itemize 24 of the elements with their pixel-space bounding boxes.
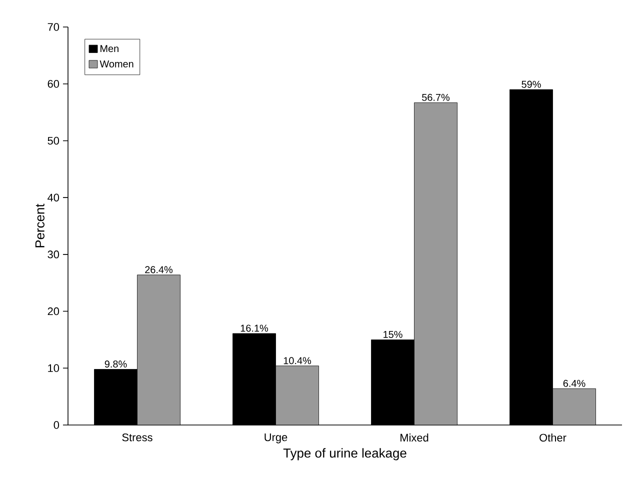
y-tick-label: 10 <box>48 364 60 372</box>
y-tick-label: 30 <box>48 250 60 258</box>
data-label: 6.4% <box>563 380 586 387</box>
x-axis-title: Type of urine leakage <box>283 448 406 460</box>
y-tick-label: 60 <box>48 80 60 88</box>
legend-label: Men <box>100 45 118 52</box>
x-tick-label: Stress <box>122 434 152 442</box>
x-tick-label: Urge <box>264 434 288 444</box>
data-label: 10.4% <box>284 357 312 364</box>
data-label: 9.8% <box>104 360 127 368</box>
y-tick-label: 70 <box>48 23 60 31</box>
legend-label: Women <box>100 60 134 68</box>
x-tick-label: Other <box>540 434 566 442</box>
data-label: 56.7% <box>422 94 450 101</box>
data-label: 26.4% <box>145 266 173 274</box>
y-tick-label: 50 <box>48 136 60 145</box>
data-label: 15% <box>384 330 402 338</box>
data-label: 16.1% <box>240 324 268 332</box>
data-label: 59% <box>522 80 541 88</box>
y-tick-label: 20 <box>48 307 60 316</box>
x-tick-label: Mixed <box>400 434 428 442</box>
y-axis-title: Percent <box>35 204 44 248</box>
y-tick-label: 40 <box>48 194 60 202</box>
y-tick-label: 0 <box>54 421 60 429</box>
